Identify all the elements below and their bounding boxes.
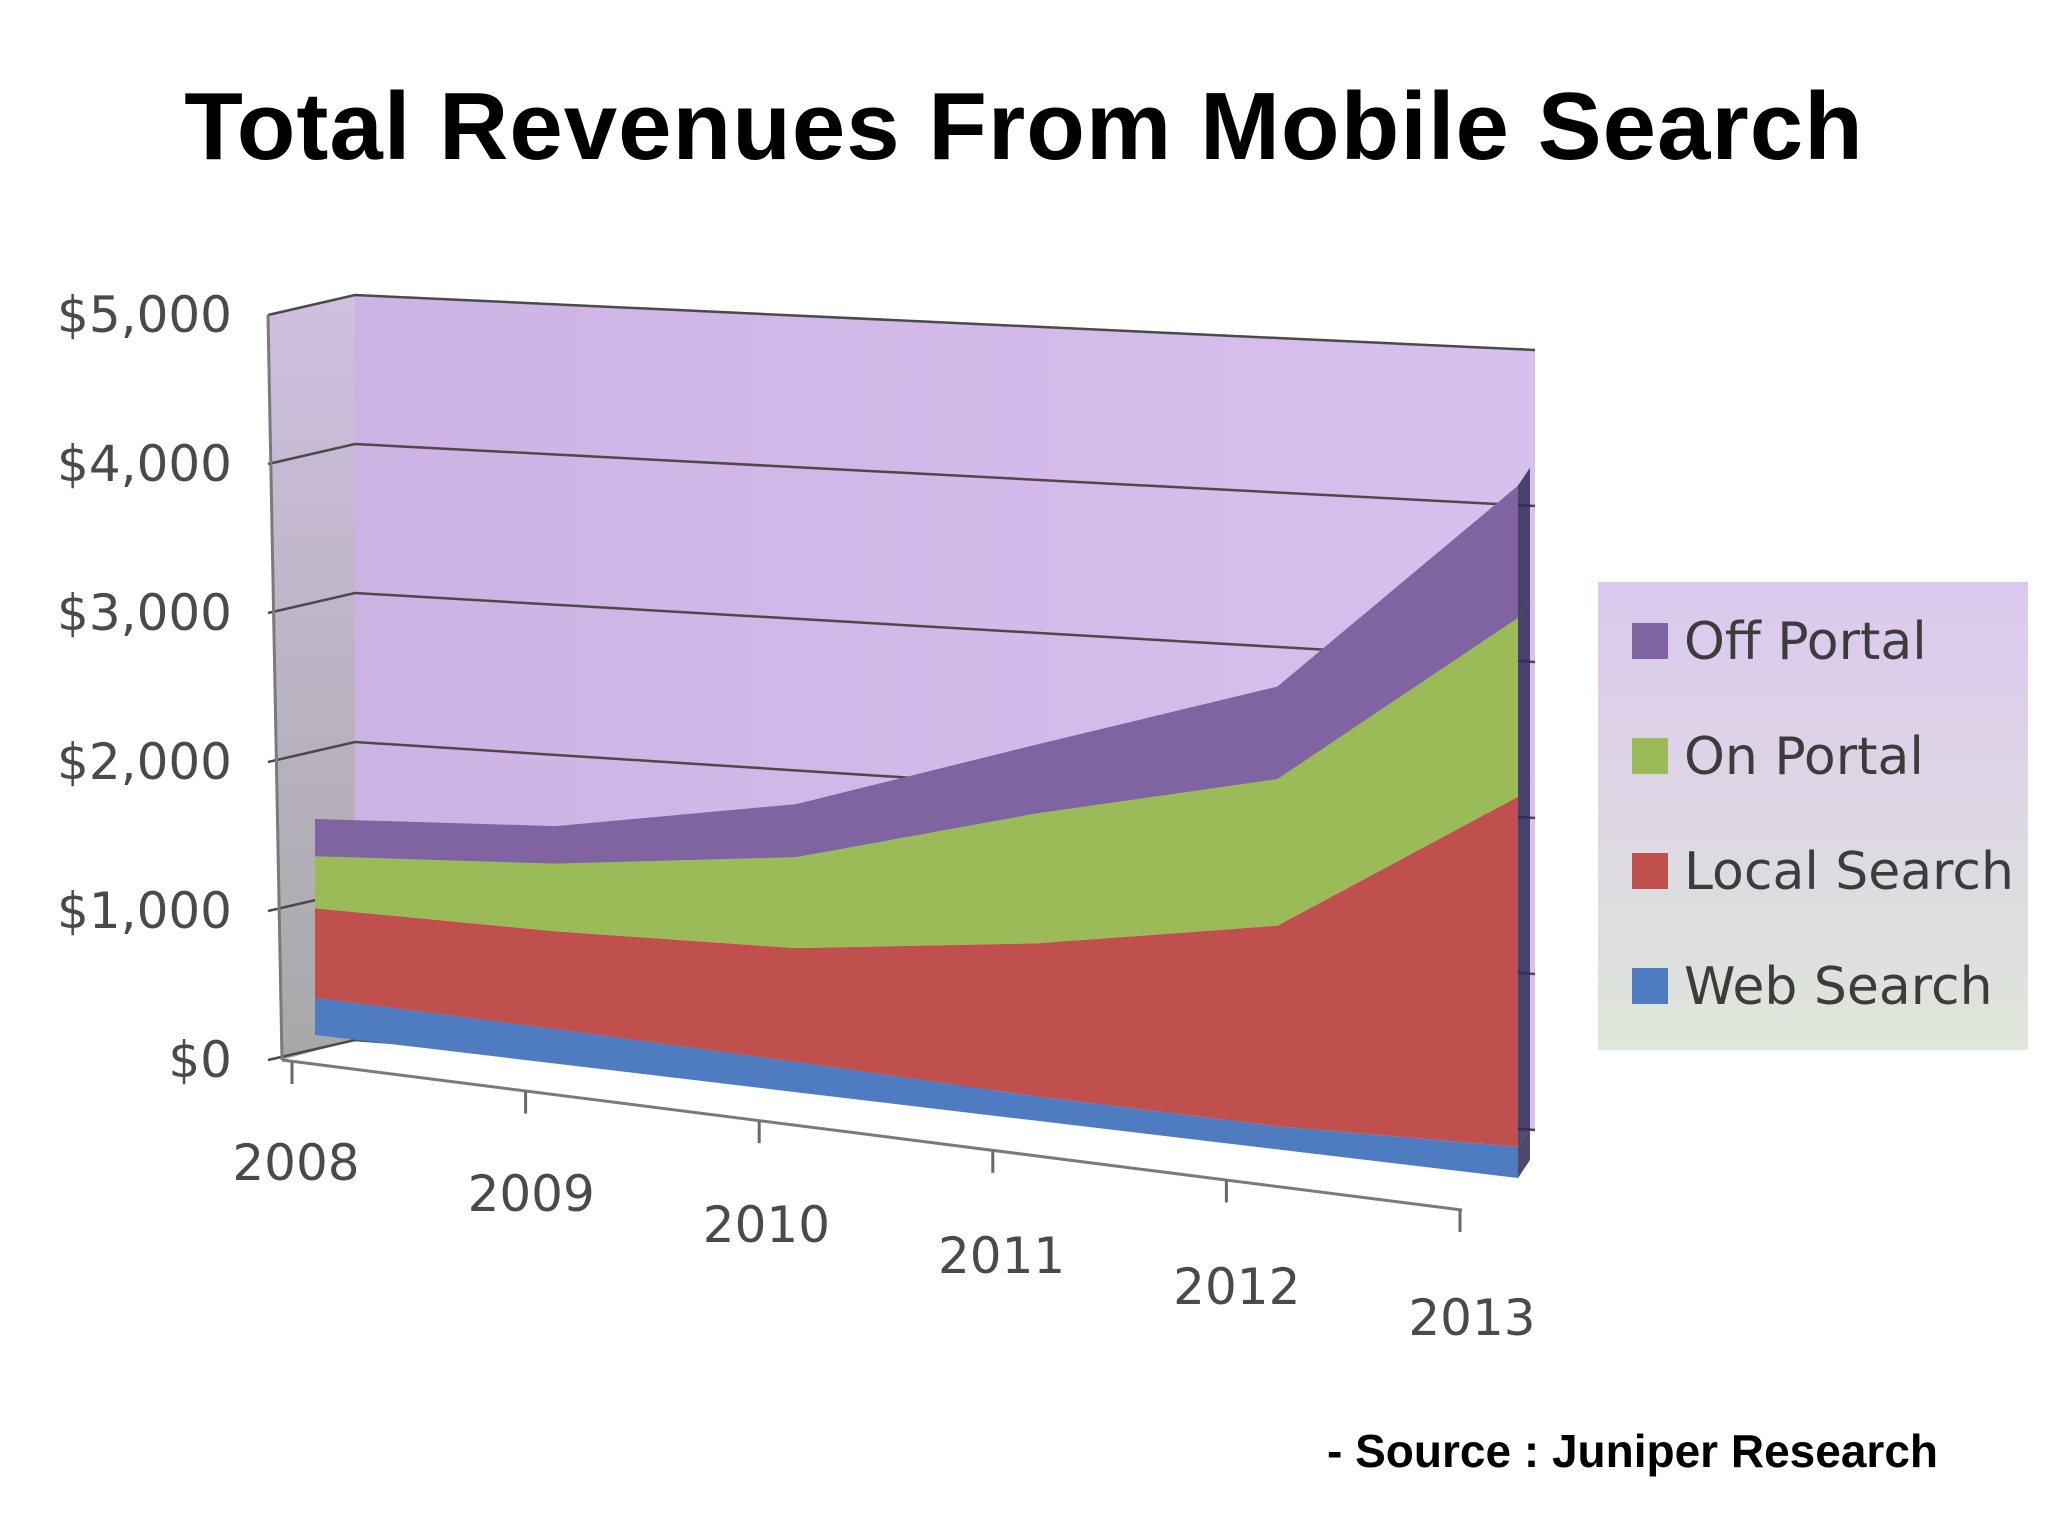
- area-on-portal: [315, 617, 1518, 949]
- x-axis-line: [281, 1058, 1463, 1212]
- legend: Off Portal On Portal Local Search Web Searc…: [1598, 582, 2028, 1050]
- y-tick-label: $5,000: [57, 286, 232, 344]
- area-side-off-portal: [1518, 467, 1530, 618]
- y-tick-label: $0: [168, 1031, 232, 1089]
- legend-swatch: [1632, 968, 1668, 1004]
- source-note: - Source : Juniper Research: [1327, 1425, 1938, 1477]
- area-off-portal: [315, 485, 1518, 864]
- x-tick-label: 2013: [1408, 1289, 1535, 1347]
- area-local-search: [315, 796, 1518, 1147]
- legend-box: [1598, 582, 2028, 1050]
- legend-label: Local Search: [1684, 842, 2014, 902]
- y-tick-label: $3,000: [57, 584, 232, 642]
- y-tick-label: $1,000: [57, 882, 232, 940]
- legend-label: On Portal: [1684, 727, 1924, 787]
- plot-areas: [315, 467, 1530, 1178]
- chart-title: Total Revenues From Mobile Search: [184, 73, 1864, 180]
- legend-swatch: [1632, 623, 1668, 659]
- gridline: [267, 293, 1536, 352]
- gridline: [267, 442, 1536, 508]
- y-axis-line: [266, 314, 284, 1061]
- legend-label: Off Portal: [1684, 612, 1927, 672]
- area-web-search: [315, 997, 1518, 1178]
- y-tick-label: $2,000: [57, 733, 232, 791]
- legend-swatch: [1632, 853, 1668, 889]
- area-side-on-portal: [1518, 599, 1530, 797]
- x-axis-labels: 2008 2009 2010 2011 2012 2013: [232, 1134, 1535, 1347]
- y-axis-labels: $0 $1,000 $2,000 $3,000 $4,000 $5,000: [57, 286, 232, 1089]
- legend-swatch: [1632, 738, 1668, 774]
- area-side-web-search: [1518, 1128, 1530, 1178]
- axes: [266, 314, 1463, 1232]
- x-tick-label: 2008: [232, 1134, 359, 1192]
- legend-label: Web Search: [1684, 957, 1993, 1017]
- floor: [282, 1040, 1535, 1200]
- x-tick-label: 2009: [468, 1165, 595, 1223]
- gridline: [267, 591, 1536, 664]
- x-tick-label: 2012: [1173, 1258, 1300, 1316]
- x-tick-label: 2011: [938, 1227, 1065, 1285]
- y-tick-label: $4,000: [57, 435, 232, 493]
- area-side-local-search: [1518, 778, 1530, 1147]
- x-tick-label: 2010: [703, 1196, 830, 1254]
